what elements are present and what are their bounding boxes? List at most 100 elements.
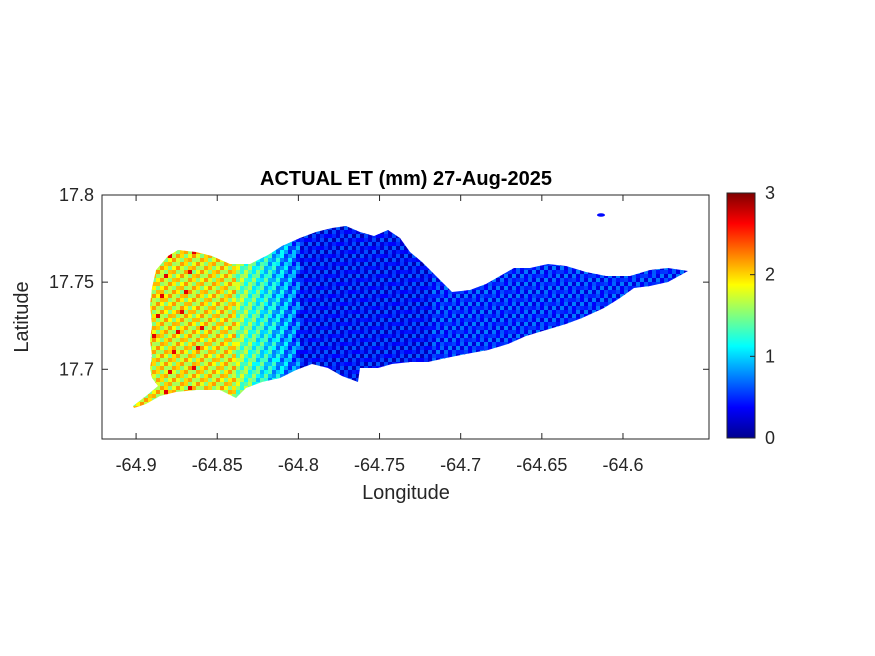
heatmap-cell xyxy=(456,246,461,251)
heatmap-cell xyxy=(540,302,545,307)
heatmap-cell xyxy=(176,374,181,379)
heatmap-cell xyxy=(284,370,289,375)
heatmap-cell xyxy=(220,226,225,231)
heatmap-cell xyxy=(152,358,157,363)
heatmap-cell xyxy=(268,270,273,275)
heatmap-cell xyxy=(260,274,265,279)
heatmap-cell xyxy=(180,254,185,259)
heatmap-cell xyxy=(188,302,193,307)
heatmap-cell xyxy=(192,354,197,359)
heatmap-cell xyxy=(504,242,509,247)
heatmap-cell xyxy=(144,322,149,327)
heatmap-cell xyxy=(172,310,177,315)
heatmap-cell xyxy=(520,310,525,315)
heatmap-cell xyxy=(392,362,397,367)
heatmap-cell xyxy=(516,378,521,383)
heatmap-cell xyxy=(200,330,205,335)
heatmap-cell xyxy=(424,294,429,299)
heatmap-cell xyxy=(268,234,273,239)
heatmap-cell xyxy=(344,286,349,291)
heatmap-cell xyxy=(148,366,153,371)
heatmap-cell xyxy=(520,382,525,387)
heatmap-cell xyxy=(452,378,457,383)
heatmap-cell xyxy=(192,334,197,339)
heatmap-cell xyxy=(432,350,437,355)
heatmap-cell xyxy=(328,382,333,387)
heatmap-cell xyxy=(232,238,237,243)
heatmap-cell xyxy=(256,394,261,399)
heatmap-cell xyxy=(332,226,337,227)
heatmap-cell xyxy=(352,294,357,299)
heatmap-cell xyxy=(276,242,281,247)
heatmap-cell xyxy=(448,234,453,239)
heatmap-cell xyxy=(304,386,309,391)
heatmap-cell xyxy=(264,362,269,367)
heatmap-cell xyxy=(264,350,269,355)
heatmap-cell xyxy=(156,274,161,279)
heatmap-cell xyxy=(436,398,441,403)
heatmap-cell xyxy=(452,294,457,299)
heatmap-cell xyxy=(160,226,165,227)
heatmap-cell xyxy=(240,226,245,227)
heatmap-cell xyxy=(356,318,361,323)
heatmap-cell xyxy=(204,250,209,255)
heatmap-cell xyxy=(340,230,345,235)
heatmap-cell xyxy=(248,338,253,343)
heatmap-cell xyxy=(496,330,501,335)
heatmap-cell xyxy=(312,254,317,259)
heatmap-cell xyxy=(480,278,485,283)
heatmap-cell xyxy=(168,330,173,335)
heatmap-cell xyxy=(248,298,253,303)
heatmap-cell xyxy=(256,354,261,359)
heatmap-cell xyxy=(244,318,249,323)
heatmap-cell xyxy=(400,314,405,319)
heatmap-cell xyxy=(264,310,269,315)
heatmap-cell xyxy=(364,246,369,251)
heatmap-cell xyxy=(232,374,237,379)
heatmap-cell xyxy=(324,410,328,414)
heatmap-cell xyxy=(480,282,485,287)
heatmap-cell xyxy=(228,342,233,347)
heatmap-cell xyxy=(412,250,417,255)
heatmap-cell xyxy=(376,346,381,351)
heatmap-cell xyxy=(368,394,373,399)
heatmap-cell xyxy=(420,274,425,279)
heatmap-cell xyxy=(484,274,489,279)
heatmap-cell xyxy=(180,326,185,331)
heatmap-cell xyxy=(136,254,141,259)
heatmap-cell xyxy=(272,358,277,363)
heatmap-cell xyxy=(212,346,217,351)
heatmap-cell xyxy=(133,370,137,375)
heatmap-cell xyxy=(168,382,173,387)
heatmap-cell xyxy=(384,250,389,255)
heatmap-cell xyxy=(232,378,237,383)
heatmap-cell xyxy=(440,294,445,299)
heatmap-cell xyxy=(296,382,301,387)
heatmap-cell xyxy=(172,290,177,295)
heatmap-cell xyxy=(532,326,537,331)
heatmap-cell xyxy=(172,286,177,291)
heatmap-cell xyxy=(424,394,429,399)
heatmap-cell xyxy=(396,382,401,387)
heatmap-cell xyxy=(200,242,205,247)
heatmap-cell xyxy=(396,274,401,279)
heatmap-cell xyxy=(212,398,217,403)
heatmap-cell xyxy=(156,246,161,251)
heatmap-cell xyxy=(528,354,533,359)
heatmap-cell xyxy=(140,306,145,311)
heatmap-cell xyxy=(344,266,349,271)
heatmap-cell xyxy=(152,374,157,379)
heatmap-cell xyxy=(432,358,437,363)
heatmap-cell xyxy=(460,358,465,363)
heatmap-cell xyxy=(384,318,389,323)
heatmap-cell xyxy=(144,306,149,311)
heatmap-cell xyxy=(156,326,161,331)
heatmap-cell xyxy=(476,310,481,315)
heatmap-cell xyxy=(208,262,213,267)
heatmap-cell xyxy=(144,410,148,414)
heatmap-cell xyxy=(448,250,453,255)
heatmap-cell xyxy=(312,234,317,239)
heatmap-cell xyxy=(212,266,217,271)
heatmap-cell xyxy=(512,402,517,407)
heatmap-cell xyxy=(344,270,349,275)
